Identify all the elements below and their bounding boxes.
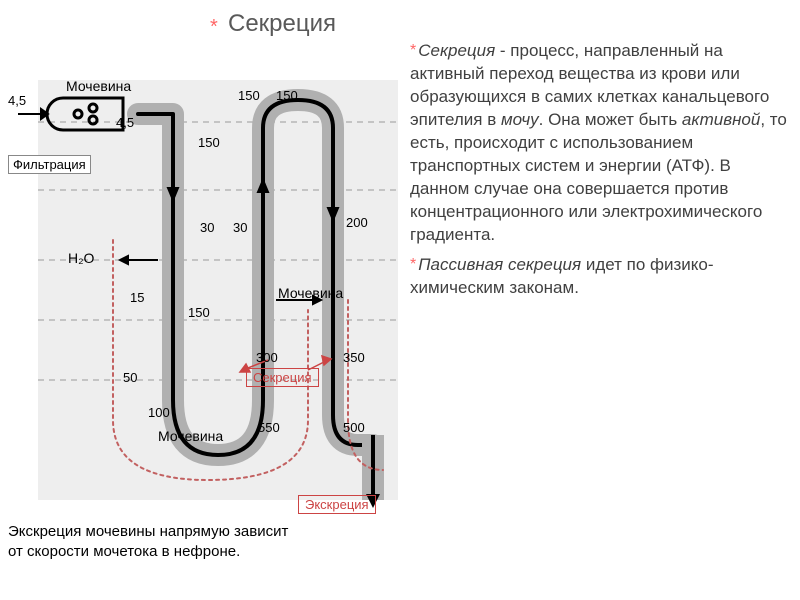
label-secretion: Секреция xyxy=(246,368,319,387)
val-45a: 4,5 xyxy=(8,93,26,108)
term-active: активной xyxy=(682,110,760,129)
term-passive: Пассивная секреция xyxy=(418,255,581,274)
bullet-icon: * xyxy=(410,256,416,273)
body-text: *Секреция - процесс, направленный на акт… xyxy=(410,40,790,300)
val-150a: 150 xyxy=(238,88,260,103)
page-title: Секреция xyxy=(228,10,336,38)
val-150d: 150 xyxy=(188,305,210,320)
paragraph-2: *Пассивная секреция идет по физико-химич… xyxy=(410,254,790,300)
label-excretion: Экскреция xyxy=(298,495,376,514)
val-150b: 150 xyxy=(276,88,298,103)
label-filtration: Фильтрация xyxy=(8,155,91,174)
val-350: 350 xyxy=(343,350,365,365)
val-200: 200 xyxy=(346,215,368,230)
caption-line-1: Экскреция мочевины напрямую зависит xyxy=(8,523,288,540)
diagram-svg xyxy=(8,60,403,530)
val-45b: 4,5 xyxy=(116,115,134,130)
p1-text-f: , то есть, происходит с использованием т… xyxy=(410,110,787,244)
paragraph-1: *Секреция - процесс, направленный на акт… xyxy=(410,40,790,246)
p1-text-d: . Она может быть xyxy=(539,110,682,129)
bullet-icon: * xyxy=(410,42,416,59)
val-100: 100 xyxy=(148,405,170,420)
val-50: 50 xyxy=(123,370,137,385)
label-urea-mid: Мочевина xyxy=(278,285,343,301)
val-30a: 30 xyxy=(200,220,214,235)
label-urea-top: Мочевина xyxy=(66,78,131,94)
nephron-diagram: 4,5 4,5 Мочевина 150 150 150 150 30 30 2… xyxy=(8,60,403,580)
val-15: 15 xyxy=(130,290,144,305)
val-550: 550 xyxy=(258,420,280,435)
label-h2o: H₂O xyxy=(68,250,94,266)
term-urine: мочу xyxy=(501,110,539,129)
caption-line-2: от скорости мочетока в нефроне. xyxy=(8,543,240,560)
term-secretion: Секреция xyxy=(418,41,495,60)
val-300: 300 xyxy=(256,350,278,365)
val-150c: 150 xyxy=(198,135,220,150)
label-urea-bot: Мочевина xyxy=(158,428,223,444)
diagram-caption: Экскреция мочевины напрямую зависит от с… xyxy=(8,522,288,561)
title-asterisk: * xyxy=(210,16,218,39)
val-500: 500 xyxy=(343,420,365,435)
val-30b: 30 xyxy=(233,220,247,235)
